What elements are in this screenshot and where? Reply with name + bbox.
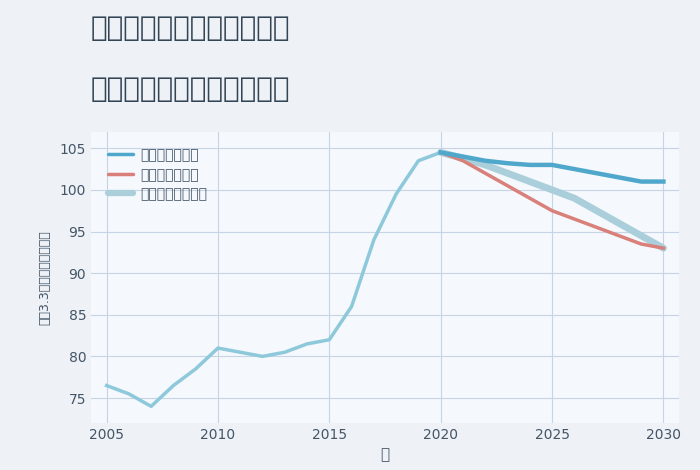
Legend: グッドシナリオ, バッドシナリオ, ノーマルシナリオ: グッドシナリオ, バッドシナリオ, ノーマルシナリオ: [104, 144, 211, 206]
X-axis label: 年: 年: [380, 447, 390, 462]
Text: 兵庫県姫路市安富町瀬川の: 兵庫県姫路市安富町瀬川の: [91, 14, 290, 42]
Y-axis label: 坪（3.3㎡）単価（万円）: 坪（3.3㎡）単価（万円）: [38, 230, 51, 325]
Text: 中古マンションの価格推移: 中古マンションの価格推移: [91, 75, 290, 103]
